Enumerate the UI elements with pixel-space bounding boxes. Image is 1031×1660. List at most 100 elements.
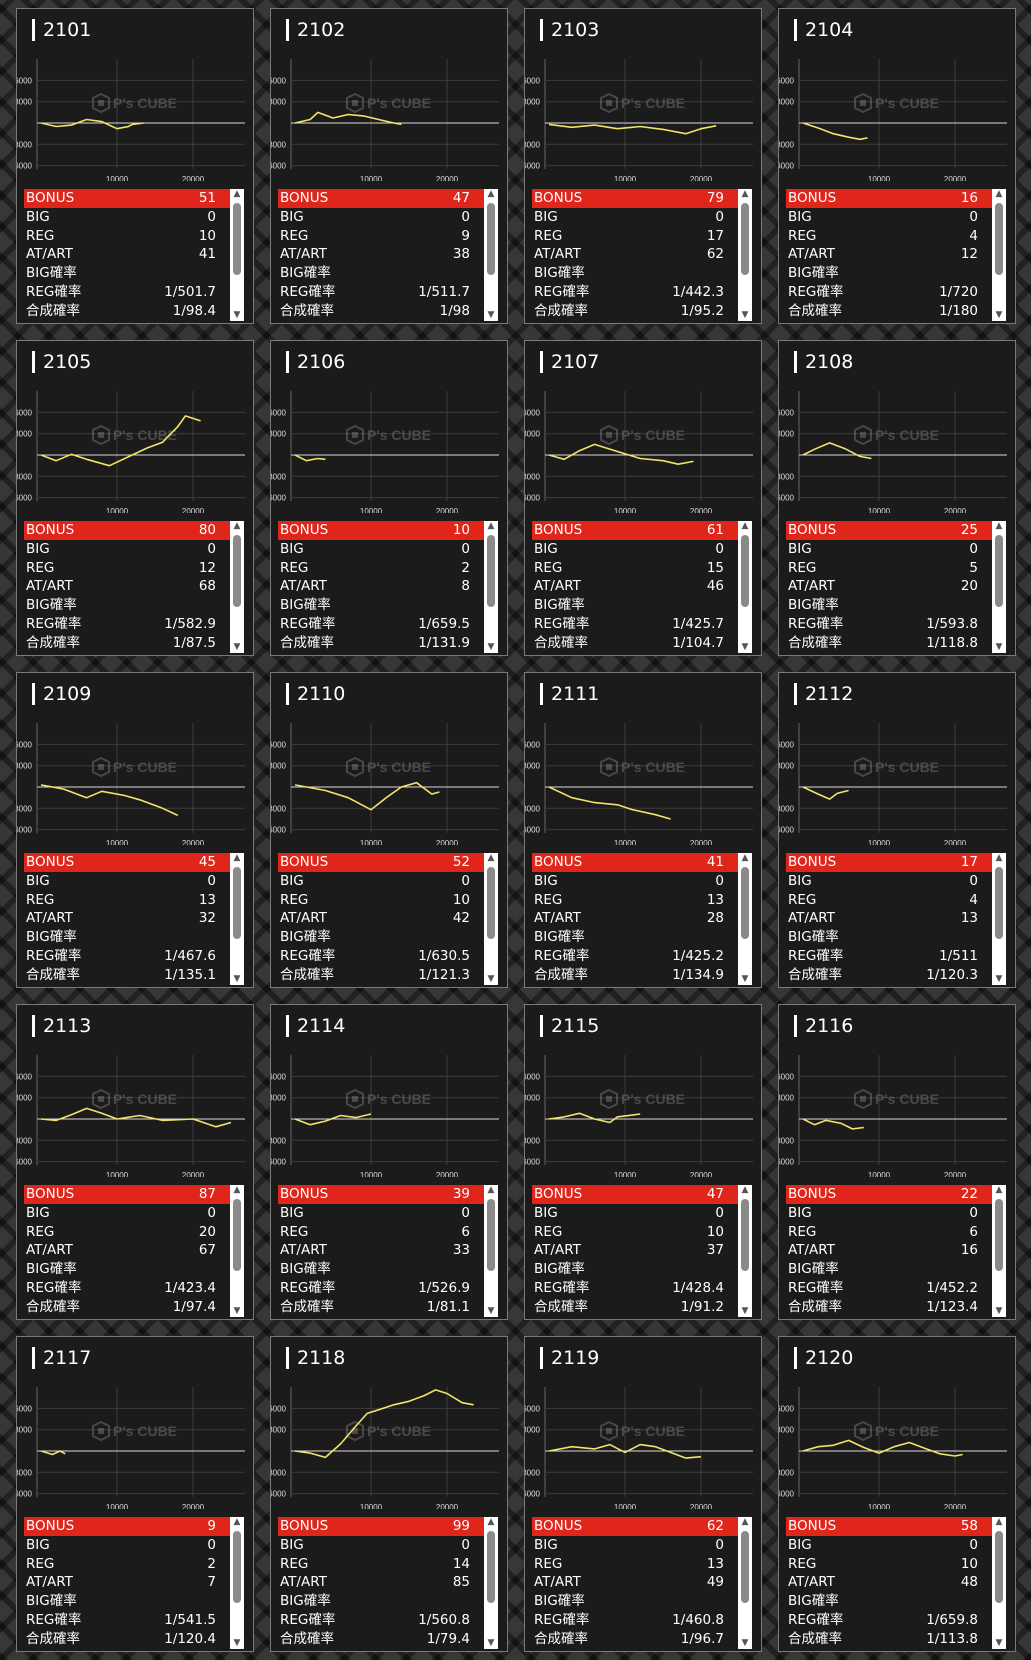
scroll-up-arrow-icon[interactable]: ▲ [995, 853, 1003, 863]
scroll-up-arrow-icon[interactable]: ▲ [741, 1185, 749, 1195]
scroll-thumb[interactable] [741, 535, 749, 607]
scroll-thumb[interactable] [995, 1199, 1003, 1271]
scroll-down-arrow-icon[interactable]: ▼ [233, 1305, 241, 1316]
scroll-thumb[interactable] [995, 867, 1003, 939]
scroll-down-arrow-icon[interactable]: ▼ [233, 309, 241, 320]
scroll-up-arrow-icon[interactable]: ▲ [741, 1517, 749, 1527]
scrollbar[interactable]: ▲ ▼ [992, 1185, 1006, 1317]
scrollbar[interactable]: ▲ ▼ [484, 1517, 498, 1649]
scroll-down-arrow-icon[interactable]: ▼ [741, 641, 749, 652]
scrollbar[interactable]: ▲ ▼ [230, 521, 244, 653]
scroll-down-arrow-icon[interactable]: ▼ [233, 973, 241, 984]
scrollbar[interactable]: ▲ ▼ [992, 1517, 1006, 1649]
scroll-up-arrow-icon[interactable]: ▲ [233, 521, 241, 531]
scrollbar[interactable]: ▲ ▼ [230, 1185, 244, 1317]
scroll-thumb[interactable] [741, 203, 749, 275]
scroll-down-arrow-icon[interactable]: ▼ [995, 309, 1003, 320]
scrollbar[interactable]: ▲ ▼ [738, 1517, 752, 1649]
scroll-thumb[interactable] [233, 867, 241, 939]
scroll-thumb[interactable] [487, 1199, 495, 1271]
scroll-thumb[interactable] [741, 1199, 749, 1271]
scrollbar[interactable]: ▲ ▼ [992, 189, 1006, 321]
scrollbar[interactable]: ▲ ▼ [484, 189, 498, 321]
scroll-down-arrow-icon[interactable]: ▼ [487, 1637, 495, 1648]
scroll-down-arrow-icon[interactable]: ▼ [487, 309, 495, 320]
scroll-thumb[interactable] [233, 1531, 241, 1603]
scroll-thumb[interactable] [487, 1531, 495, 1603]
scroll-up-arrow-icon[interactable]: ▲ [487, 521, 495, 531]
scroll-up-arrow-icon[interactable]: ▲ [741, 189, 749, 199]
scroll-up-arrow-icon[interactable]: ▲ [995, 521, 1003, 531]
scroll-down-arrow-icon[interactable]: ▼ [487, 1305, 495, 1316]
scroll-thumb[interactable] [995, 535, 1003, 607]
scrollbar[interactable]: ▲ ▼ [738, 1185, 752, 1317]
scroll-up-arrow-icon[interactable]: ▲ [487, 853, 495, 863]
scroll-up-arrow-icon[interactable]: ▲ [995, 189, 1003, 199]
scrollbar[interactable]: ▲ ▼ [738, 189, 752, 321]
scroll-down-arrow-icon[interactable]: ▼ [995, 1305, 1003, 1316]
scroll-thumb[interactable] [741, 1531, 749, 1603]
scroll-down-arrow-icon[interactable]: ▼ [233, 641, 241, 652]
scroll-down-arrow-icon[interactable]: ▼ [995, 1637, 1003, 1648]
scroll-down-arrow-icon[interactable]: ▼ [741, 1305, 749, 1316]
scroll-down-arrow-icon[interactable]: ▼ [233, 1637, 241, 1648]
scroll-thumb[interactable] [741, 867, 749, 939]
scroll-thumb[interactable] [487, 535, 495, 607]
scrollbar[interactable]: ▲ ▼ [738, 521, 752, 653]
scroll-down-arrow-icon[interactable]: ▼ [741, 1637, 749, 1648]
scrollbar[interactable]: ▲ ▼ [484, 853, 498, 985]
scrollbar[interactable]: ▲ ▼ [230, 1517, 244, 1649]
scroll-down-arrow-icon[interactable]: ▼ [741, 973, 749, 984]
scroll-up-arrow-icon[interactable]: ▲ [487, 1517, 495, 1527]
scrollbar[interactable]: ▲ ▼ [484, 521, 498, 653]
scroll-up-arrow-icon[interactable]: ▲ [995, 1185, 1003, 1195]
scroll-up-arrow-icon[interactable]: ▲ [995, 1517, 1003, 1527]
scrollbar[interactable]: ▲ ▼ [230, 189, 244, 321]
scrollbar[interactable]: ▲ ▼ [738, 853, 752, 985]
scrollbar[interactable]: ▲ ▼ [992, 853, 1006, 985]
scrollbar[interactable]: ▲ ▼ [230, 853, 244, 985]
scroll-thumb[interactable] [233, 1199, 241, 1271]
scroll-thumb[interactable] [487, 203, 495, 275]
scrollbar[interactable]: ▲ ▼ [484, 1185, 498, 1317]
scroll-thumb[interactable] [487, 867, 495, 939]
scroll-up-arrow-icon[interactable]: ▲ [487, 1185, 495, 1195]
scroll-thumb[interactable] [995, 203, 1003, 275]
scroll-up-arrow-icon[interactable]: ▲ [487, 189, 495, 199]
scroll-up-arrow-icon[interactable]: ▲ [233, 189, 241, 199]
scroll-thumb[interactable] [995, 1531, 1003, 1603]
scrollbar[interactable]: ▲ ▼ [992, 521, 1006, 653]
scroll-thumb[interactable] [233, 203, 241, 275]
scroll-down-arrow-icon[interactable]: ▼ [741, 309, 749, 320]
scroll-down-arrow-icon[interactable]: ▼ [995, 973, 1003, 984]
scroll-up-arrow-icon[interactable]: ▲ [233, 853, 241, 863]
scroll-thumb[interactable] [233, 535, 241, 607]
scroll-down-arrow-icon[interactable]: ▼ [995, 641, 1003, 652]
scroll-down-arrow-icon[interactable]: ▼ [487, 973, 495, 984]
scroll-up-arrow-icon[interactable]: ▲ [741, 521, 749, 531]
scroll-up-arrow-icon[interactable]: ▲ [233, 1185, 241, 1195]
scroll-down-arrow-icon[interactable]: ▼ [487, 641, 495, 652]
scroll-up-arrow-icon[interactable]: ▲ [741, 853, 749, 863]
scroll-up-arrow-icon[interactable]: ▲ [233, 1517, 241, 1527]
